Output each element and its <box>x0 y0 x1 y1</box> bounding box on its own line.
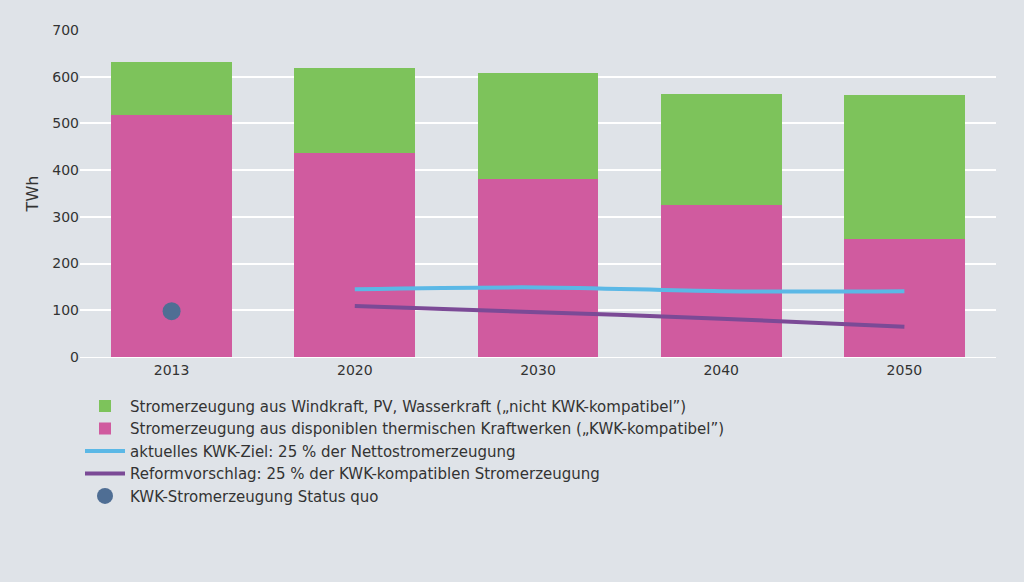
svg-text:TWh: TWh <box>23 176 42 213</box>
svg-text:100: 100 <box>52 302 79 318</box>
svg-text:400: 400 <box>52 162 79 178</box>
svg-text:300: 300 <box>52 209 79 225</box>
svg-text:2040: 2040 <box>703 362 739 378</box>
svg-text:KWK-Stromerzeugung Status quo: KWK-Stromerzeugung Status quo <box>130 488 378 506</box>
svg-text:500: 500 <box>52 115 79 131</box>
svg-text:Reformvorschlag: 25 % der KWK-: Reformvorschlag: 25 % der KWK-kompatible… <box>130 465 600 483</box>
svg-text:Stromerzeugung aus disponiblen: Stromerzeugung aus disponiblen thermisch… <box>130 420 724 438</box>
svg-text:200: 200 <box>52 255 79 271</box>
svg-text:aktuelles KWK-Ziel: 25 % der N: aktuelles KWK-Ziel: 25 % der Nettostrome… <box>130 443 515 461</box>
svg-text:2013: 2013 <box>154 362 190 378</box>
svg-text:600: 600 <box>52 69 79 85</box>
svg-text:700: 700 <box>52 22 79 38</box>
svg-text:2050: 2050 <box>887 362 923 378</box>
svg-text:0: 0 <box>70 349 79 365</box>
svg-text:2020: 2020 <box>337 362 373 378</box>
svg-text:2030: 2030 <box>520 362 556 378</box>
svg-text:Stromerzeugung aus Windkraft,: Stromerzeugung aus Windkraft, PV, Wasser… <box>130 398 686 416</box>
